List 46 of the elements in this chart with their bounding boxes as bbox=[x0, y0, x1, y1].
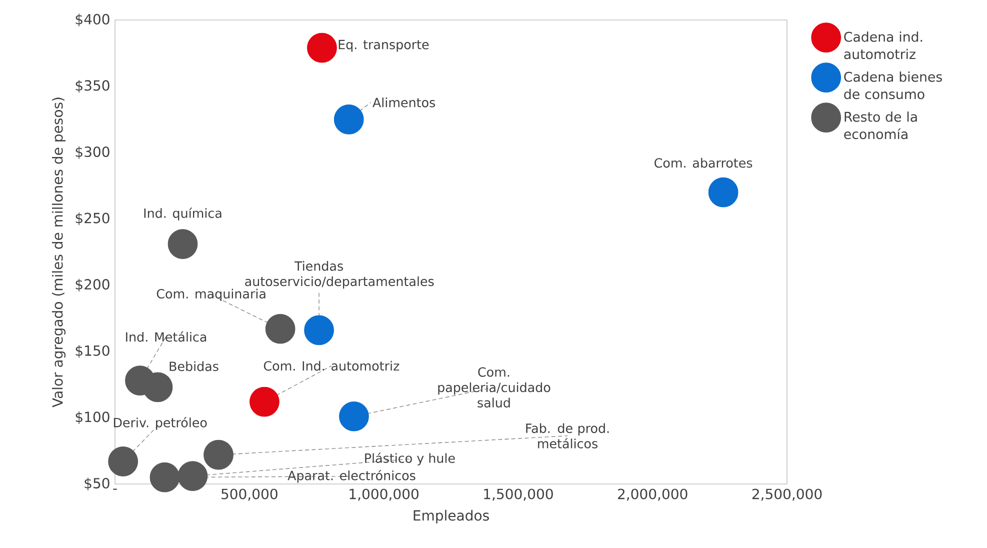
point bbox=[265, 314, 296, 344]
x-tick-label: 2,500,000 bbox=[752, 488, 822, 501]
annotation: Fab. de prod. metálicos bbox=[526, 423, 609, 448]
x-tick-label: 1,000,000 bbox=[350, 488, 418, 501]
point bbox=[334, 104, 364, 134]
annotation: Com. maquinaria bbox=[156, 288, 266, 302]
y-tick-label: $250 bbox=[76, 212, 110, 226]
point bbox=[204, 440, 234, 470]
point bbox=[168, 229, 198, 259]
y-tick-label: $50 bbox=[84, 478, 110, 490]
annotation: Alimentos bbox=[372, 98, 436, 108]
point bbox=[304, 315, 334, 346]
y-tick-label: $400 bbox=[76, 14, 110, 26]
y-tick-label: $200 bbox=[76, 278, 110, 292]
annotation: Plástico y hule bbox=[365, 452, 455, 466]
point bbox=[108, 446, 138, 476]
annotation: Ind. química bbox=[144, 208, 222, 220]
x-tick-label: 500,000 bbox=[222, 488, 278, 501]
point bbox=[142, 372, 173, 402]
annotation: Eq. transporte bbox=[338, 40, 429, 52]
annotation: Deriv. petróleo bbox=[114, 417, 207, 430]
y-tick-label: $150 bbox=[76, 345, 110, 358]
point bbox=[150, 462, 180, 492]
point bbox=[339, 401, 369, 432]
annotation: Com. abarrotes bbox=[654, 158, 752, 168]
y-tick-label: $100 bbox=[76, 411, 110, 424]
y-axis-title: Valor agregado (miles de millones de pesos) bbox=[52, 98, 66, 408]
point bbox=[250, 386, 280, 417]
y-tick-label: $350 bbox=[76, 80, 110, 93]
annotation: Ind. Metálica bbox=[126, 331, 206, 342]
annotation: Com. Ind. automotriz bbox=[264, 360, 400, 371]
y-tick-label: $300 bbox=[76, 146, 110, 159]
x-axis-title: Empleados bbox=[414, 510, 489, 524]
annotation: Bebidas bbox=[170, 361, 218, 372]
x-tick-label: - bbox=[113, 488, 117, 490]
point bbox=[708, 177, 738, 208]
annotation: Com. papeleria/cuidado salud bbox=[438, 367, 550, 408]
point bbox=[178, 461, 208, 491]
annotation: Aparat. electrónicos bbox=[288, 470, 416, 483]
legend-label: Resto de la economía bbox=[844, 112, 917, 140]
legend-label: Cadena bienes de consumo bbox=[844, 72, 942, 100]
x-tick-label: 1,500,000 bbox=[484, 488, 553, 501]
annotation: Tiendas autoservicio/departamentales bbox=[245, 261, 434, 289]
x-tick-label: 2,000,000 bbox=[618, 488, 688, 501]
point bbox=[307, 32, 337, 63]
legend-label: Cadena ind. automotriz bbox=[844, 32, 922, 60]
